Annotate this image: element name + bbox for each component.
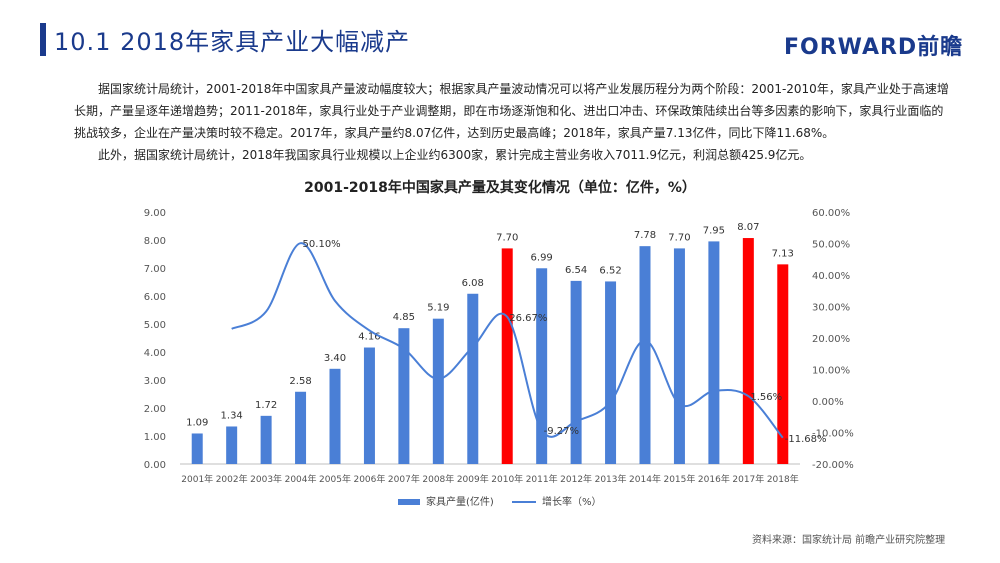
bar-value-label: 7.70 (668, 232, 690, 243)
y-right-tick-label: 0.00% (812, 397, 844, 408)
y-left-tick-label: 7.00 (144, 264, 166, 275)
y-right-tick-label: 30.00% (812, 303, 850, 314)
x-tick-label: 2012年 (560, 473, 592, 485)
y-right-tick-label: 40.00% (812, 271, 850, 282)
x-tick-label: 2002年 (216, 473, 248, 485)
x-tick-label: 2010年 (491, 473, 523, 485)
bar-production (605, 281, 617, 464)
y-right-tick-label: 60.00% (812, 208, 850, 219)
bar-production (260, 415, 272, 464)
title-accent-bar (40, 23, 46, 56)
bar-production (398, 328, 410, 464)
bar-value-label: 7.70 (496, 232, 518, 243)
legend-bar-swatch (398, 499, 420, 505)
bar-production (467, 293, 479, 464)
x-tick-label: 2001年 (181, 473, 213, 485)
y-left-tick-label: 0.00 (144, 460, 166, 471)
bar-production (363, 347, 375, 464)
bar-value-label: 4.85 (393, 312, 415, 323)
bar-production (673, 248, 685, 464)
growth-rate-label: -9.27% (544, 426, 579, 437)
y-right-tick-label: -10.00% (812, 429, 854, 440)
y-right-tick-label: 10.00% (812, 366, 850, 377)
y-left-tick-label: 9.00 (144, 208, 166, 219)
bar-value-label: 1.34 (221, 410, 243, 421)
x-tick-label: 2008年 (422, 473, 454, 485)
bar-value-label: 5.19 (427, 303, 449, 314)
bar-production (432, 318, 444, 464)
x-tick-label: 2009年 (457, 473, 489, 485)
legend-bar-label: 家具产量(亿件) (426, 495, 494, 508)
bar-production (570, 280, 582, 464)
bar-production (742, 238, 754, 464)
production-chart: 2001-2018年中国家具产量及其变化情况（单位：亿件，%） 0.00 1.00 2… (140, 172, 860, 517)
x-tick-label: 2004年 (285, 473, 317, 485)
bar-value-label: 7.95 (703, 225, 725, 236)
x-tick-label: 2007年 (388, 473, 420, 485)
bar-value-label: 7.78 (634, 230, 656, 241)
x-tick-label: 2015年 (663, 473, 695, 485)
intro-paragraph-1: 据国家统计局统计，2001-2018年中国家具产量波动幅度较大；根据家具产量波动… (74, 82, 949, 140)
x-tick-label: 2016年 (698, 473, 730, 485)
bar-production (295, 391, 307, 464)
y-left-tick-label: 2.00 (144, 404, 166, 415)
x-tick-label: 2005年 (319, 473, 351, 485)
x-tick-label: 2014年 (629, 473, 661, 485)
growth-rate-label: 50.10% (303, 239, 341, 250)
chart-svg: 2001-2018年中国家具产量及其变化情况（单位：亿件，%） 0.00 1.00 2… (144, 179, 854, 508)
y-left-tick-label: 8.00 (144, 236, 166, 247)
y-right-tick-label: 50.00% (812, 240, 850, 251)
intro-text: 据国家统计局统计，2001-2018年中国家具产量波动幅度较大；根据家具产量波动… (74, 78, 954, 166)
bar-production (536, 268, 548, 464)
chart-title: 2001-2018年中国家具产量及其变化情况（单位：亿件，%） (304, 179, 696, 196)
y-left-tick-label: 1.00 (144, 432, 166, 443)
bar-production (191, 433, 203, 464)
y-right-tick-label: 20.00% (812, 334, 850, 345)
y-left-tick-label: 5.00 (144, 320, 166, 331)
bar-production (639, 246, 651, 464)
x-tick-label: 2013年 (595, 473, 627, 485)
bar-value-label: 7.13 (772, 248, 794, 259)
bar-production (777, 264, 789, 464)
bar-value-label: 6.99 (531, 252, 553, 263)
bar-value-label: 1.09 (186, 417, 208, 428)
intro-paragraph-2: 此外，据国家统计局统计，2018年我国家具行业规模以上企业约6300家，累计完成… (98, 148, 812, 162)
x-tick-label: 2017年 (732, 473, 764, 485)
x-tick-label: 2003年 (250, 473, 282, 485)
growth-rate-line (231, 242, 784, 439)
bar-value-label: 6.54 (565, 265, 587, 276)
bar-value-label: 3.40 (324, 353, 346, 364)
x-tick-label: 2006年 (353, 473, 385, 485)
bar-value-label: 6.52 (599, 265, 621, 276)
bar-value-label: 1.72 (255, 400, 277, 411)
y-left-tick-label: 3.00 (144, 376, 166, 387)
source-note: 资料来源：国家统计局 前瞻产业研究院整理 (752, 535, 946, 546)
y-left-tick-label: 6.00 (144, 292, 166, 303)
bar-production (329, 368, 341, 464)
bar-value-label: 8.07 (737, 222, 759, 233)
legend-line-label: 增长率（%） (542, 495, 602, 508)
page-title: 10.1 2018年家具产业大幅减产 (54, 28, 411, 56)
bar-value-label: 4.16 (358, 332, 380, 343)
y-right-tick-label: -20.00% (812, 460, 854, 471)
x-tick-label: 2018年 (767, 473, 799, 485)
y-left-tick-label: 4.00 (144, 348, 166, 359)
bar-production (226, 426, 238, 464)
x-tick-label: 2011年 (526, 473, 558, 485)
bar-value-label: 2.58 (289, 376, 311, 387)
bar-production (501, 248, 513, 464)
growth-rate-label: -11.68% (785, 434, 827, 445)
growth-rate-label: 1.56% (750, 392, 782, 403)
forward-logo: FORWARD前瞻 (784, 35, 964, 60)
bar-production (708, 241, 720, 464)
growth-rate-label: 26.67% (509, 313, 547, 324)
bar-value-label: 6.08 (462, 278, 484, 289)
